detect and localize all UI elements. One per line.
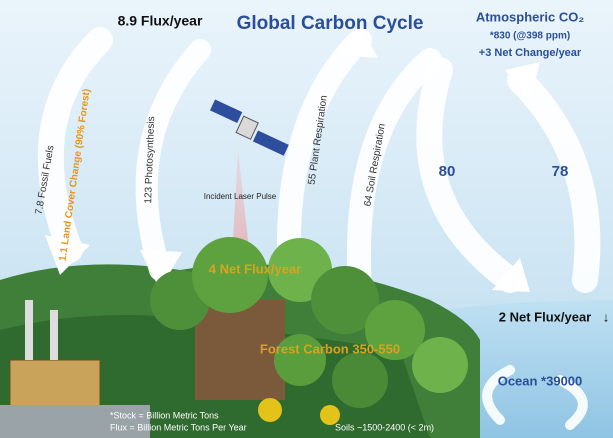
arrow-head: [340, 25, 378, 58]
arrow-ocean-in: [416, 57, 523, 293]
ocean-swirl: [555, 375, 588, 430]
ocean-in: 80: [439, 163, 456, 180]
chimney: [25, 300, 33, 360]
arrow-head: [45, 235, 90, 275]
arrow-head: [505, 62, 540, 100]
arrow-head: [492, 258, 530, 292]
satellite-body: [235, 115, 259, 140]
ocean-swirl: [482, 365, 515, 425]
tree: [365, 300, 425, 360]
solar-panel: [210, 99, 243, 124]
shrub: [258, 398, 282, 422]
note-stock: *Stock = Billion Metric Tons: [110, 410, 219, 420]
soil-cut: [195, 300, 285, 400]
total-flux: 8.9 Flux/year: [118, 13, 203, 29]
ocean-net: 2 Net Flux/year: [499, 309, 592, 324]
road: [0, 405, 150, 438]
shrub: [320, 405, 340, 425]
satellite: [210, 99, 289, 156]
arrow-fossil: [37, 27, 113, 263]
atmosphere-label: Atmospheric CO₂: [476, 9, 585, 24]
tree: [311, 266, 379, 334]
ocean-out: 78: [552, 163, 569, 180]
solar-panel: [252, 130, 289, 156]
factory: [0, 300, 150, 438]
tree: [332, 352, 388, 408]
arrow-photosynthesis: [135, 39, 211, 281]
forest-net: 4 Net Flux/year: [209, 261, 302, 276]
tree: [412, 337, 468, 393]
arrow-head: [140, 250, 182, 290]
forest-carbon: Forest Carbon 350-550: [260, 341, 400, 356]
arrow-soil-respiration: [346, 48, 442, 302]
note-flux: Flux = Billion Metric Tons Per Year: [110, 422, 247, 432]
laser-label: Incident Laser Pulse: [204, 192, 277, 201]
note-soils: Soils ~1500-2400 (< 2m): [335, 422, 434, 432]
forest: [150, 237, 468, 425]
photosynthesis: 123 Photosynthesis: [143, 116, 157, 204]
atmosphere-stock: *830 (@398 ppm): [490, 31, 570, 42]
tree: [192, 237, 268, 313]
chimney: [50, 310, 58, 360]
ocean-stock: Ocean *39000: [498, 373, 583, 388]
building: [9, 359, 101, 411]
arrow-ocean-out: [507, 67, 601, 293]
down-arrow: ↓: [603, 309, 610, 324]
title: Global Carbon Cycle: [237, 13, 424, 34]
tree: [274, 334, 326, 386]
atmosphere-change: +3 Net Change/year: [479, 47, 582, 59]
